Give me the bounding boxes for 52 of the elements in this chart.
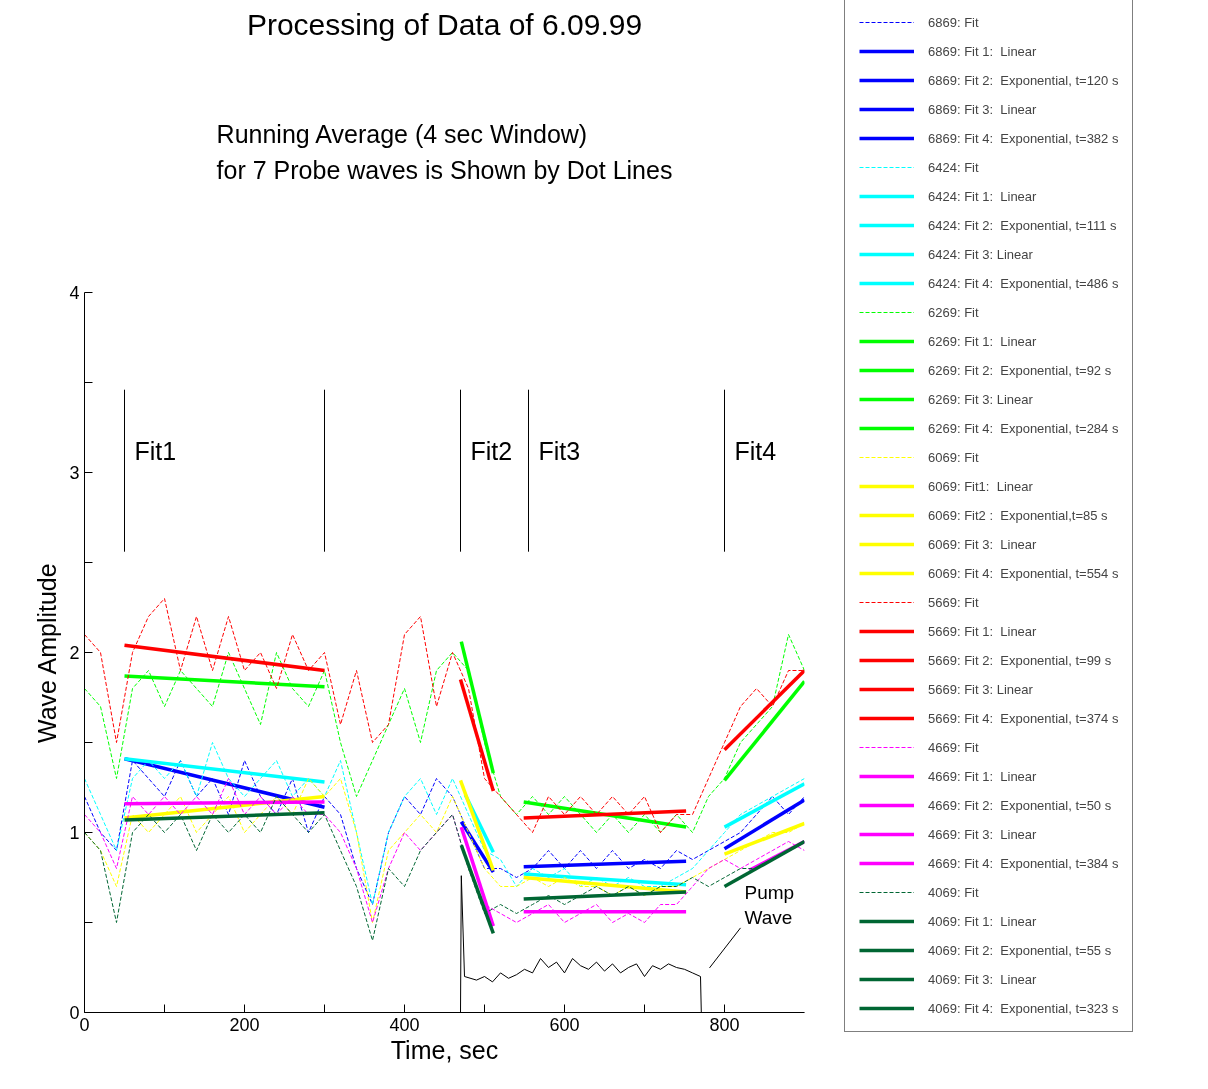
ref-line-label: Fit3 xyxy=(538,436,581,465)
legend-label: 4669: Fit 4: Exponential, t=384 s xyxy=(928,854,1119,872)
ref-line-label: Fit2 xyxy=(470,436,513,465)
legend-label: 5669: Fit 2: Exponential, t=99 s xyxy=(928,651,1112,669)
legend-label: 6869: Fit 2: Exponential, t=120 s xyxy=(928,71,1119,89)
legend-label: 6269: Fit 1: Linear xyxy=(928,332,1037,350)
ref-line-label: Fit4 xyxy=(734,436,777,465)
legend-label: 6069: Fit 3: Linear xyxy=(928,535,1037,553)
annotation: Pump Wave xyxy=(744,881,795,928)
chart-subtitle: Running Average (4 sec Window) for 7 Probe waves is Shown by Dot Lines xyxy=(216,120,673,185)
chart-title: Processing of Data of 6.09.99 xyxy=(246,7,643,41)
legend-label: 6424: Fit 4: Exponential, t=486 s xyxy=(928,274,1119,292)
legend-label: 6869: Fit 3: Linear xyxy=(928,100,1037,118)
y-tick-label: 4 xyxy=(69,283,80,303)
legend-label: 6069: Fit2 : Exponential,t=85 s xyxy=(928,506,1108,524)
y-tick-label: 3 xyxy=(69,463,80,483)
x-tick-label: 600 xyxy=(549,1014,580,1035)
legend-label: 6069: Fit xyxy=(928,448,979,466)
legend-label: 6869: Fit xyxy=(928,13,979,31)
x-tick-label: 400 xyxy=(389,1014,420,1035)
legend-label: 6269: Fit xyxy=(928,303,979,321)
legend-label: 5669: Fit 1: Linear xyxy=(928,622,1037,640)
legend-label: 6269: Fit 3: Linear xyxy=(928,390,1033,408)
ref-line-label: Fit1 xyxy=(134,436,177,465)
legend-label: 6869: Fit 4: Exponential, t=382 s xyxy=(928,129,1119,147)
legend-label: 4069: Fit 4: Exponential, t=323 s xyxy=(928,999,1119,1017)
y-axis-title: Wave Amplitude xyxy=(33,563,62,744)
legend-label: 6269: Fit 4: Exponential, t=284 s xyxy=(928,419,1119,437)
legend-label: 6869: Fit 1: Linear xyxy=(928,42,1037,60)
x-tick-label: 200 xyxy=(229,1014,260,1035)
legend-label: 5669: Fit xyxy=(928,593,979,611)
legend-label: 5669: Fit 4: Exponential, t=374 s xyxy=(928,709,1119,727)
legend-label: 5669: Fit 3: Linear xyxy=(928,680,1033,698)
legend-label: 6424: Fit 2: Exponential, t=111 s xyxy=(928,216,1117,234)
legend-label: 4069: Fit 1: Linear xyxy=(928,912,1037,930)
legend-label: 4069: Fit 2: Exponential, t=55 s xyxy=(928,941,1112,959)
legend-label: 6424: Fit 3: Linear xyxy=(928,245,1033,263)
legend-label: 4669: Fit 1: Linear xyxy=(928,767,1037,785)
y-tick-label: 2 xyxy=(69,643,80,663)
legend-label: 6424: Fit 1: Linear xyxy=(928,187,1037,205)
legend-label: 6069: Fit 4: Exponential, t=554 s xyxy=(928,564,1119,582)
legend-label: 4669: Fit 3: Linear xyxy=(928,825,1037,843)
legend-label: 6269: Fit 2: Exponential, t=92 s xyxy=(928,361,1112,379)
legend-label: 6424: Fit xyxy=(928,158,979,176)
legend-label: 4069: Fit xyxy=(928,883,979,901)
legend-label: 6069: Fit1: Linear xyxy=(928,477,1033,495)
x-axis-title: Time, sec xyxy=(390,1035,499,1064)
x-tick-label: 800 xyxy=(709,1014,740,1035)
legend-label: 4669: Fit xyxy=(928,738,979,756)
y-tick-label: 1 xyxy=(69,823,80,843)
legend-label: 4069: Fit 3: Linear xyxy=(928,970,1037,988)
legend-label: 4669: Fit 2: Exponential, t=50 s xyxy=(928,796,1112,814)
